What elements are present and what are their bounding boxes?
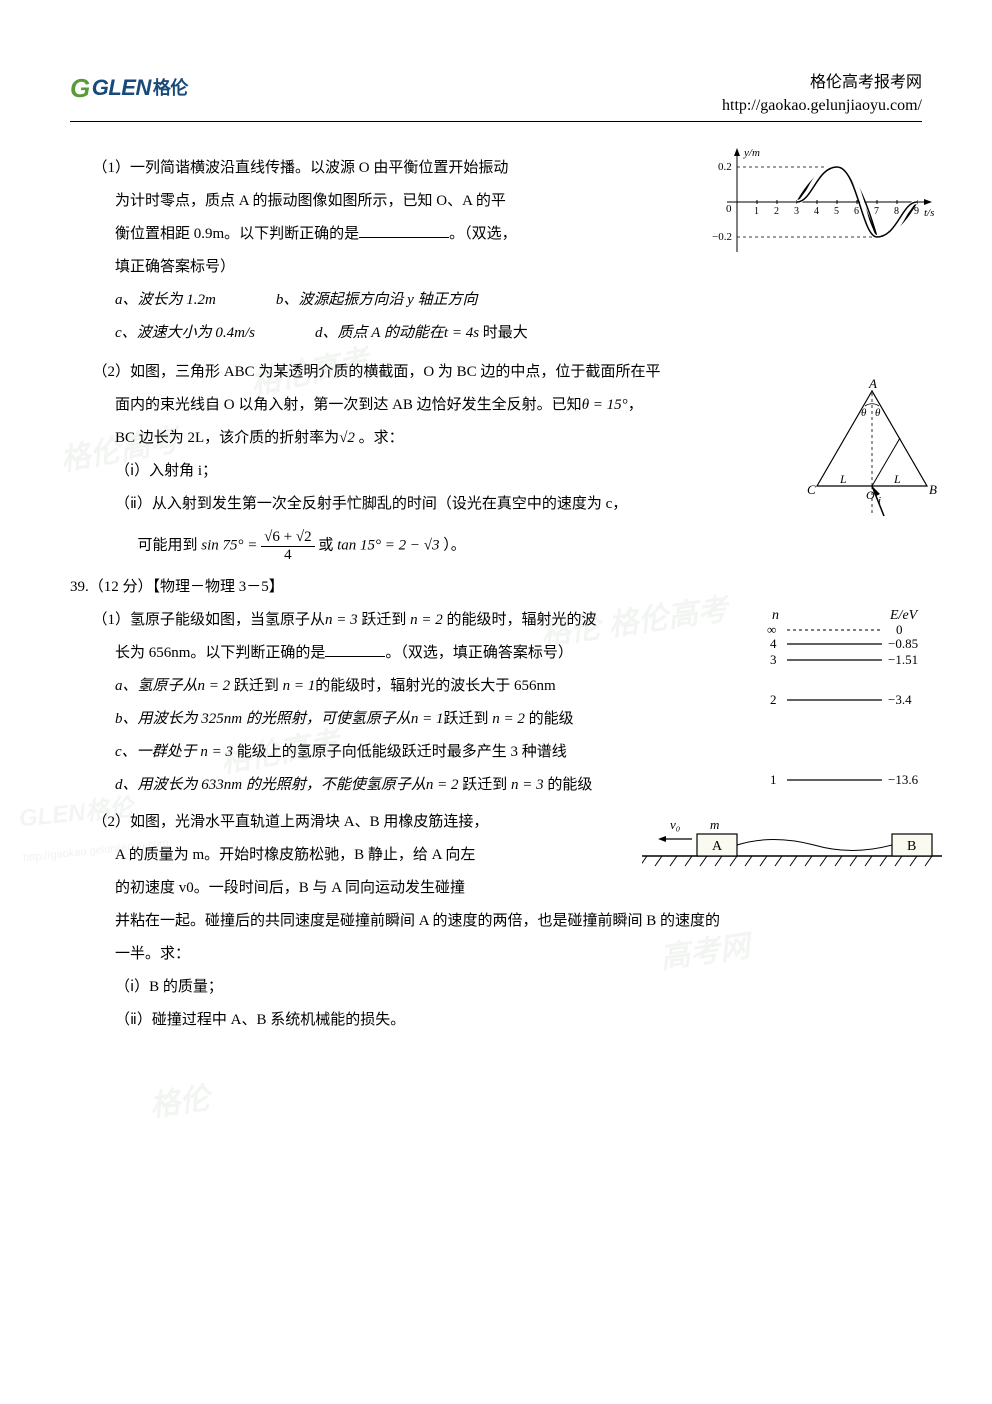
triangle-diagram: A C B θ θ L (802, 376, 942, 526)
svg-text:n: n (772, 608, 779, 623)
svg-text:i: i (878, 495, 881, 507)
svg-text:−0.2: −0.2 (712, 231, 732, 243)
svg-text:7: 7 (874, 206, 879, 217)
q1-opt-d: d、质点 A 的动能在t = 4s 时最大 (315, 317, 528, 350)
site-url: http://gaokao.gelunjiaoyu.com/ (722, 95, 922, 117)
svg-text:4: 4 (814, 206, 819, 217)
svg-text:C: C (807, 482, 816, 497)
svg-text:2: 2 (770, 692, 777, 707)
q2-line3: BC 边长为 2L，该介质的折射率为√2 。求： (70, 422, 922, 455)
q39-header: 39.（12 分）【物理－物理 3－5】 (70, 571, 922, 604)
answer-blank (325, 642, 385, 657)
svg-text:1: 1 (770, 772, 777, 787)
svg-text:m: m (710, 817, 719, 832)
q39p2-l4: 并粘在一起。碰撞后的共同速度是碰撞前瞬间 A 的速度的两倍，也是碰撞前瞬间 B … (70, 905, 922, 938)
energy-level-diagram: n E/eV ∞ 0 4 −0.85 3 −1.51 2 −3.4 1 (762, 604, 942, 804)
svg-text:L: L (839, 472, 847, 486)
header-site-info: 格伦高考报考网 http://gaokao.gelunjiaoyu.com/ (722, 72, 922, 117)
logo: GGLEN格伦 (70, 60, 188, 117)
wave-graph: y/m t/s 0.2 0 −0.2 1 2 3 4 5 6 7 8 9 (712, 142, 942, 262)
svg-text:θ: θ (861, 407, 867, 419)
q1-opt-b: b、波源起振方向沿 y 轴正方向 (276, 284, 478, 317)
answer-blank (359, 223, 449, 238)
logo-swirl-icon: G (70, 60, 90, 117)
svg-text:L: L (893, 472, 901, 486)
svg-text:6: 6 (854, 206, 859, 217)
svg-text:8: 8 (894, 206, 899, 217)
q39p2-sub-ii: （ⅱ）碰撞过程中 A、B 系统机械能的损失。 (70, 1004, 922, 1037)
site-name: 格伦高考报考网 (722, 72, 922, 94)
svg-text:9: 9 (914, 206, 919, 217)
q39p2-sub-i: （ⅰ）B 的质量； (70, 971, 922, 1004)
svg-text:0: 0 (726, 203, 732, 215)
logo-cn: 格伦 (153, 69, 188, 109)
svg-text:5: 5 (834, 206, 839, 217)
q2-line2: 面内的束光线自 O 以角入射，第一次到达 AB 边恰好发生全反射。已知θ = 1… (70, 389, 922, 422)
svg-text:1: 1 (754, 206, 759, 217)
svg-text:∞: ∞ (767, 622, 776, 637)
svg-text:y/m: y/m (743, 147, 760, 159)
q39p2-l3: 的初速度 v0。一段时间后，B 与 A 同向运动发生碰撞 (70, 872, 922, 905)
svg-text:A: A (868, 376, 877, 391)
svg-text:O: O (866, 488, 875, 502)
svg-text:t/s: t/s (924, 207, 934, 219)
track-diagram: A B v₀ m (642, 814, 942, 874)
watermark: 格伦 (146, 1066, 215, 1140)
svg-text:−0.85: −0.85 (888, 636, 918, 651)
svg-text:−1.51: −1.51 (888, 652, 918, 667)
svg-text:3: 3 (794, 206, 799, 217)
svg-text:v₀: v₀ (670, 817, 680, 832)
svg-text:E/eV: E/eV (889, 608, 919, 623)
page-header: GGLEN格伦 格伦高考报考网 http://gaokao.gelunjiaoy… (70, 60, 922, 122)
svg-text:B: B (907, 839, 916, 854)
q2-sub-ii: （ⅱ）从入射到发生第一次全反射手忙脚乱的时间（设光在真空中的速度为 c， (70, 488, 922, 521)
svg-text:−3.4: −3.4 (888, 692, 912, 707)
q2-formula-row: 可能用到 sin 75° = √6 + √24 或 tan 15° = 2 − … (70, 529, 922, 563)
q39p2-l5: 一半。求： (70, 938, 922, 971)
svg-text:B: B (929, 482, 937, 497)
q1-opt-a: a、波长为 1.2m (115, 284, 216, 317)
logo-text: GLEN (92, 64, 151, 112)
svg-text:4: 4 (770, 636, 777, 651)
q2-line1: （2）如图，三角形 ABC 为某透明介质的横截面，O 为 BC 边的中点，位于截… (70, 356, 922, 389)
svg-text:θ: θ (875, 407, 881, 419)
svg-text:3: 3 (770, 652, 777, 667)
svg-text:0.2: 0.2 (718, 161, 732, 173)
q1-opt-c: c、波速大小为 0.4m/s (115, 317, 255, 350)
svg-text:2: 2 (774, 206, 779, 217)
svg-text:A: A (712, 839, 723, 854)
q2-sub-i: （ⅰ）入射角 i； (70, 455, 922, 488)
svg-text:−13.6: −13.6 (888, 772, 919, 787)
svg-text:0: 0 (896, 622, 903, 637)
